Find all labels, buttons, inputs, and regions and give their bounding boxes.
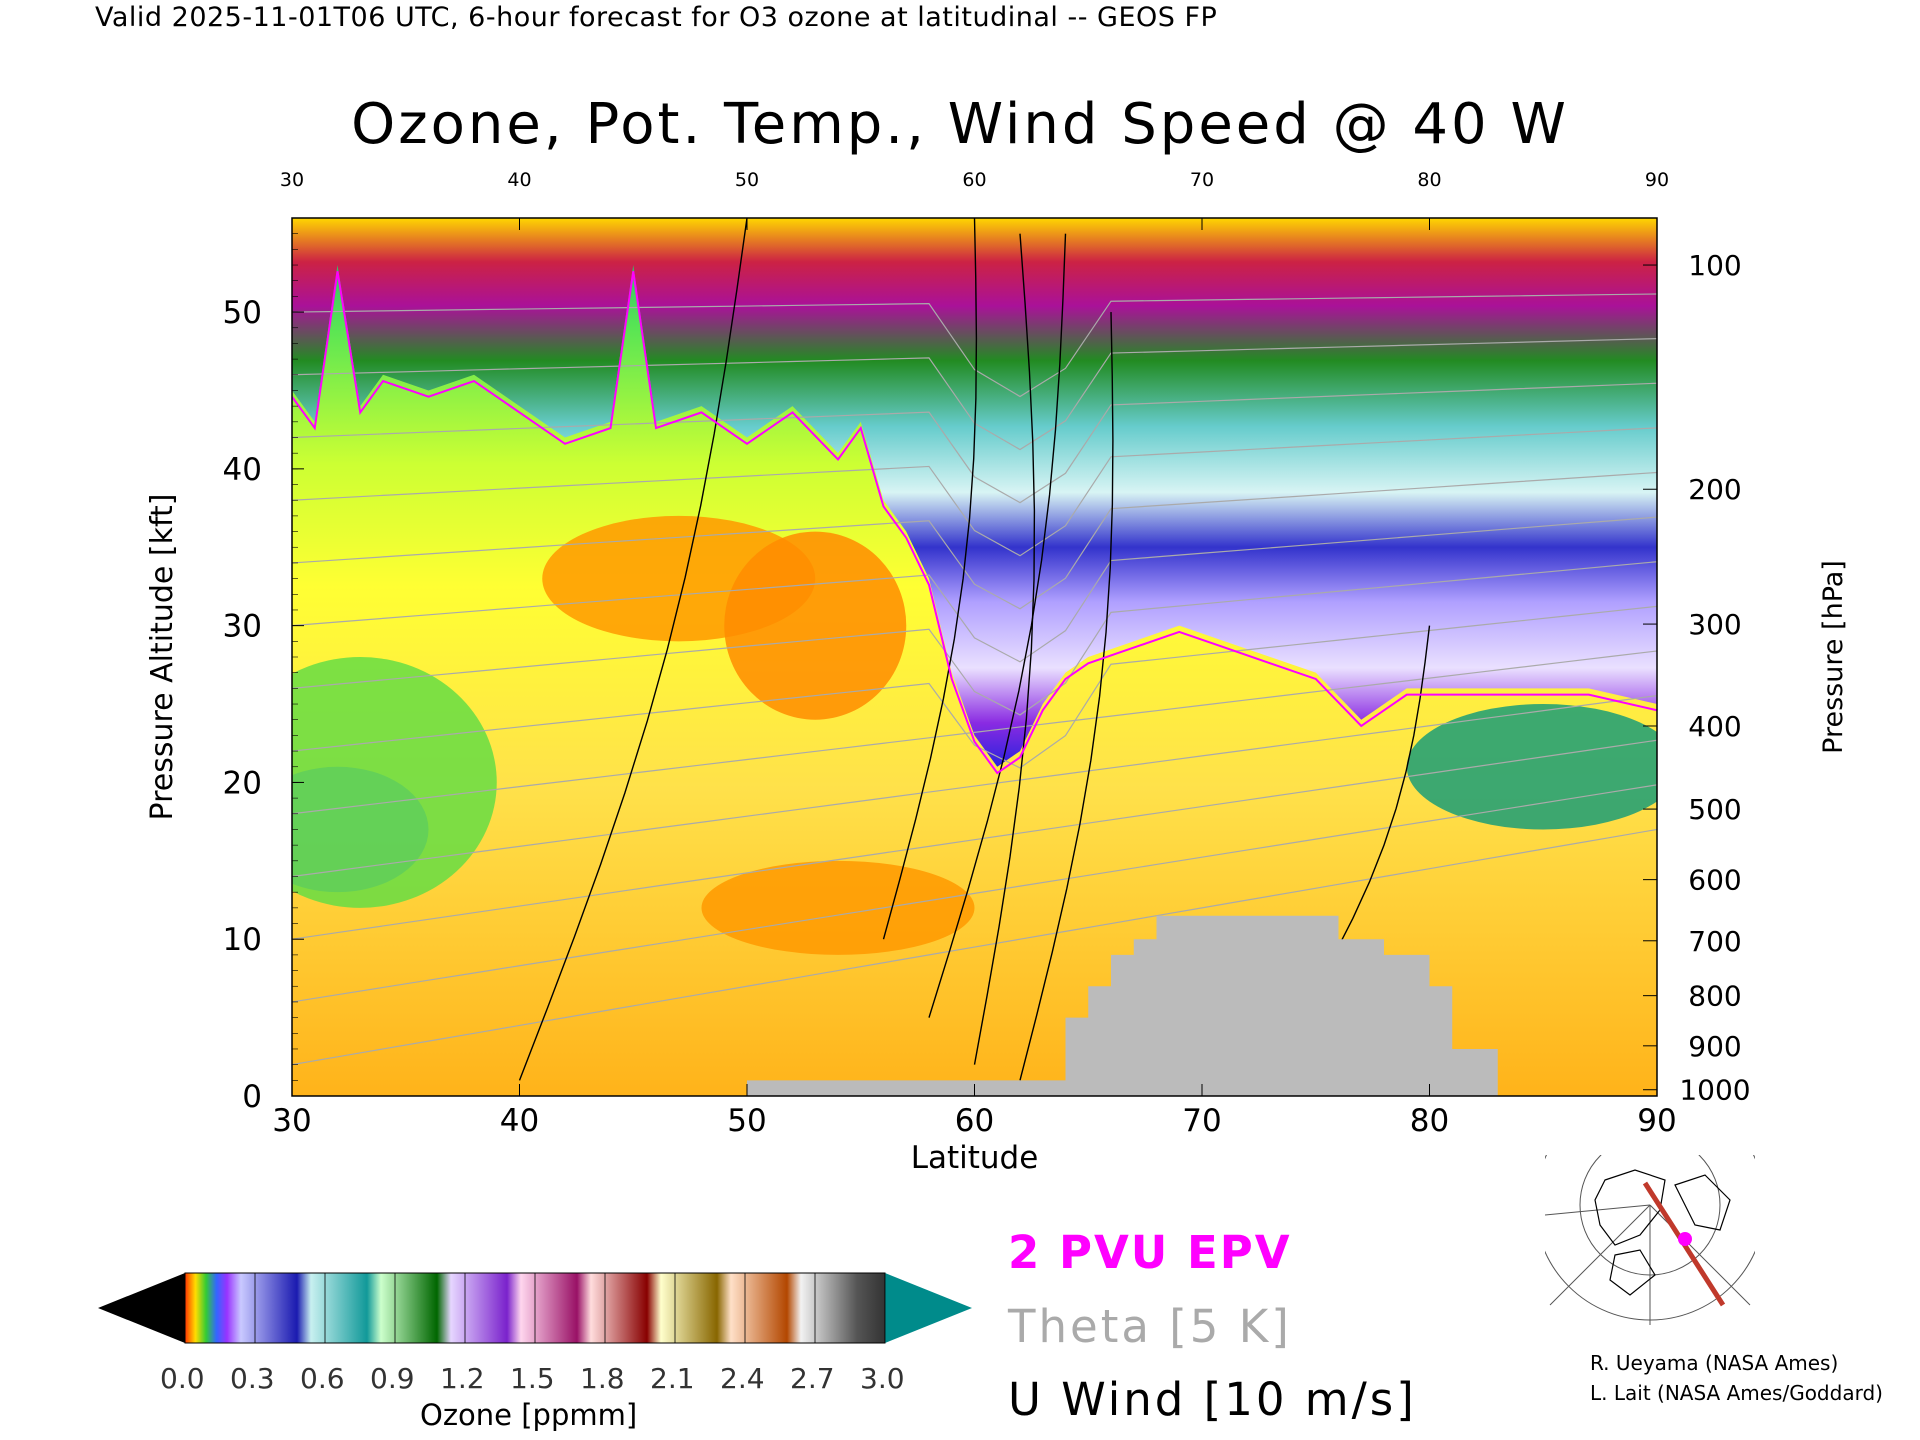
x-tick-label: 40 xyxy=(500,1103,539,1139)
pressure-tick-label: 700 xyxy=(1688,925,1741,958)
x-tick-label-top: 90 xyxy=(1645,169,1669,191)
colorbar-tick-label: 0.9 xyxy=(370,1362,415,1395)
pressure-tick-label: 800 xyxy=(1688,980,1741,1013)
axis-ticks xyxy=(291,218,1658,1097)
location-marker xyxy=(1678,1232,1692,1246)
pressure-tick-label: 400 xyxy=(1688,710,1741,743)
pressure-tick-label: 200 xyxy=(1688,473,1741,506)
theta-contour xyxy=(292,561,1657,716)
legend-pvu: 2 PVU EPV xyxy=(1008,1226,1292,1279)
pvu-line xyxy=(292,271,1657,775)
ozone-patch xyxy=(724,531,907,720)
x-tick-label-top: 70 xyxy=(1190,169,1214,191)
legend-u-wind: U Wind [10 m/s] xyxy=(1008,1373,1417,1426)
theta-contour xyxy=(292,739,1657,940)
colorbar xyxy=(98,1272,972,1344)
wind-contour xyxy=(1019,312,1114,1081)
y2-axis-label: Pressure [hPa] xyxy=(1818,560,1849,754)
theta-contour xyxy=(292,650,1657,815)
x-tick-label-top: 80 xyxy=(1417,169,1441,191)
credit-line-1: R. Ueyama (NASA Ames) xyxy=(1590,1351,1839,1375)
y-axis-label: Pressure Altitude [kft] xyxy=(145,494,180,821)
pressure-tick-label: 900 xyxy=(1688,1030,1741,1063)
colorbar-under-arrow xyxy=(98,1273,185,1343)
theta-contour xyxy=(292,784,1657,1003)
x-tick-label: 90 xyxy=(1637,1103,1676,1139)
theta-contour xyxy=(292,293,1657,398)
x-tick-label-top: 40 xyxy=(507,169,531,191)
y-tick-label: 10 xyxy=(223,922,262,958)
pressure-tick-label: 600 xyxy=(1688,864,1741,897)
ozone-patch xyxy=(701,860,975,955)
chart-title: Ozone, Pot. Temp., Wind Speed @ 40 W xyxy=(351,92,1569,157)
colorbar-tick-label: 2.4 xyxy=(720,1362,765,1395)
legend-theta: Theta [5 K] xyxy=(1008,1300,1292,1353)
surface-terrain xyxy=(747,915,1498,1096)
wind-contour xyxy=(882,218,978,940)
y-tick-label: 20 xyxy=(223,765,262,801)
theta-contour xyxy=(292,471,1657,610)
x-tick-label: 70 xyxy=(1182,1103,1221,1139)
theta-contour xyxy=(292,828,1657,1066)
location-inset-map xyxy=(1545,1155,1755,1325)
colorbar-tick-label: 1.2 xyxy=(440,1362,485,1395)
axis-labels: 3030404050506060707080809090010203040501… xyxy=(145,169,1849,1176)
x-tick-label: 50 xyxy=(727,1103,766,1139)
coastline-lines xyxy=(1594,1169,1731,1296)
y-tick-label: 50 xyxy=(223,295,262,331)
x-tick-label-top: 50 xyxy=(735,169,759,191)
wind-contour xyxy=(928,233,1067,1018)
plot-area xyxy=(292,218,1657,1096)
ozone-patches xyxy=(292,515,1657,955)
pressure-tick-label: 500 xyxy=(1688,793,1741,826)
x-tick-label-top: 30 xyxy=(280,169,304,191)
x-tick-label-top: 60 xyxy=(962,169,986,191)
x-tick-label: 30 xyxy=(272,1103,311,1139)
wind-contours xyxy=(518,218,1431,1081)
ozone-patch xyxy=(292,657,497,908)
stratosphere-ozone-field xyxy=(292,218,1657,767)
ozone-patch xyxy=(1406,704,1657,830)
x-tick-label: 80 xyxy=(1410,1103,1449,1139)
theta-contour xyxy=(292,382,1657,504)
x-axis-label: Latitude xyxy=(911,1140,1039,1176)
colorbar-tick-label: 0.0 xyxy=(160,1362,205,1395)
colorbar-tick-label: 2.1 xyxy=(650,1362,695,1395)
colorbar-tick-label: 0.6 xyxy=(300,1362,345,1395)
x-tick-label: 60 xyxy=(955,1103,994,1139)
y-tick-label: 40 xyxy=(223,452,262,488)
theta-contour xyxy=(292,694,1657,878)
wind-contour xyxy=(973,233,1036,1065)
colorbar-separators xyxy=(184,1273,886,1343)
forecast-header: Valid 2025-11-01T06 UTC, 6-hour forecast… xyxy=(95,2,1218,33)
theta-contour xyxy=(292,427,1657,557)
pressure-tick-label: 100 xyxy=(1688,249,1741,282)
colorbar-over-arrow xyxy=(885,1273,972,1343)
pressure-tick-label: 1000 xyxy=(1679,1074,1750,1107)
theta-contour xyxy=(292,516,1657,663)
colorbar-label: Ozone [ppmm] xyxy=(420,1398,638,1432)
theta-contours xyxy=(292,293,1657,1066)
y-tick-label: 0 xyxy=(242,1079,262,1115)
colorbar-tick-label: 2.7 xyxy=(790,1362,835,1395)
pressure-tick-label: 300 xyxy=(1688,608,1741,641)
colorbar-tick-label: 1.5 xyxy=(510,1362,555,1395)
wind-contour xyxy=(518,218,748,1081)
colorbar-tick-label: 1.8 xyxy=(580,1362,625,1395)
colorbar-tick-label: 0.3 xyxy=(230,1362,275,1395)
colorbar-tick-label: 3.0 xyxy=(860,1362,905,1395)
credit-line-2: L. Lait (NASA Ames/Goddard) xyxy=(1590,1381,1883,1405)
y-tick-label: 30 xyxy=(223,609,262,645)
